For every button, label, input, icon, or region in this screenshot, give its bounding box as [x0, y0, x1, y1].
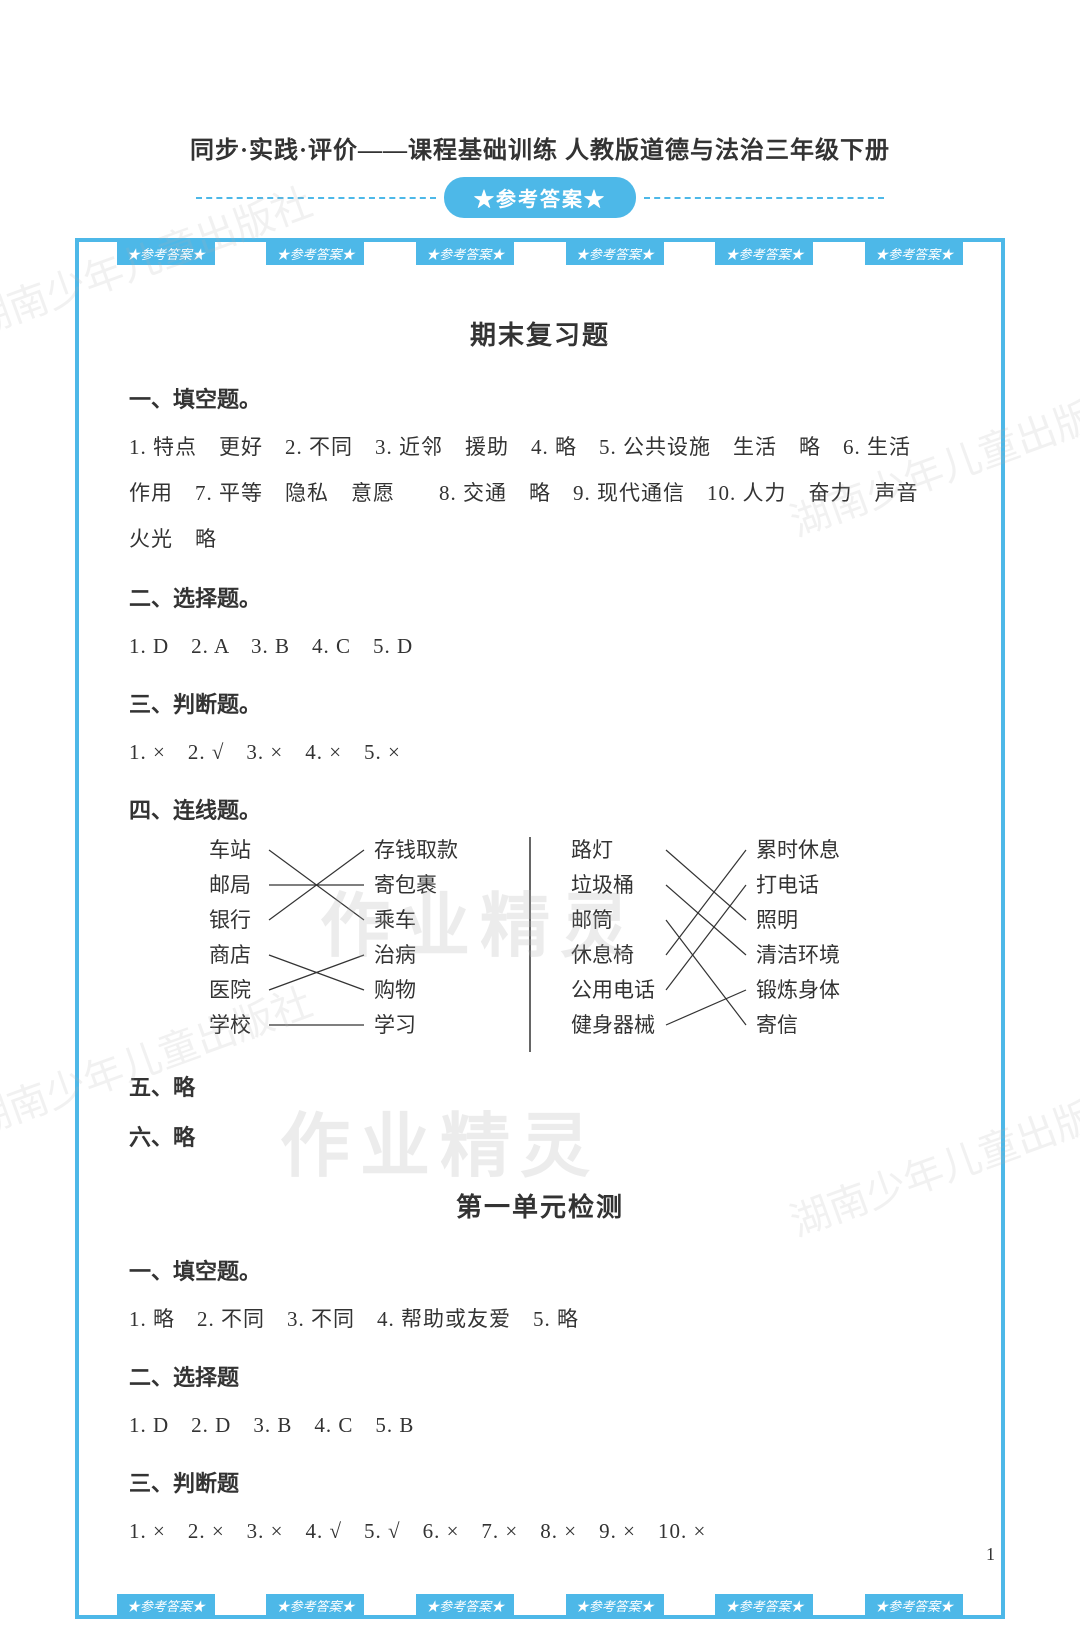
- svg-text:车站: 车站: [209, 838, 251, 862]
- q2-heading: 二、选择题。: [129, 581, 951, 613]
- content-frame: ★参考答案★ ★参考答案★ ★参考答案★ ★参考答案★ ★参考答案★ ★参考答案…: [75, 238, 1005, 1619]
- svg-text:商店: 商店: [209, 943, 251, 967]
- svg-text:公用电话: 公用电话: [571, 978, 655, 1002]
- q1-heading: 一、填空题。: [129, 382, 951, 414]
- page-title: 同步·实践·评价——课程基础训练 人教版道德与法治三年级下册: [0, 130, 1080, 165]
- strip-label: ★参考答案★: [715, 1594, 813, 1617]
- s2q1-line: 1. 略 2. 不同 3. 不同 4. 帮助或友爱 5. 略: [129, 1296, 951, 1342]
- s2q2-heading: 二、选择题: [129, 1360, 951, 1392]
- svg-text:存钱取款: 存钱取款: [374, 838, 458, 862]
- matching-area: 车站邮局银行商店医院学校 存钱取款寄包裹乘车治病购物学习 路灯垃圾桶邮筒休息椅公用…: [129, 837, 951, 1052]
- s2q3-line: 1. × 2. × 3. × 4. √ 5. √ 6. × 7. × 8. × …: [129, 1508, 951, 1554]
- q1-line: 作用 7. 平等 隐私 意愿 8. 交通 略 9. 现代通信 10. 人力 奋力…: [129, 470, 951, 516]
- strip-label: ★参考答案★: [266, 242, 364, 265]
- svg-text:打电话: 打电话: [756, 873, 819, 897]
- svg-text:锻炼身体: 锻炼身体: [756, 978, 840, 1002]
- svg-text:寄信: 寄信: [756, 1013, 798, 1037]
- s2q1-heading: 一、填空题。: [129, 1254, 951, 1286]
- strip-label: ★参考答案★: [566, 1594, 664, 1617]
- match-left-svg: 车站邮局银行商店医院学校 存钱取款寄包裹乘车治病购物学习: [199, 837, 499, 1052]
- section1-title: 期末复习题: [129, 315, 951, 352]
- svg-text:休息椅: 休息椅: [571, 943, 634, 967]
- strip-label: ★参考答案★: [266, 1594, 364, 1617]
- match-divider: [529, 837, 531, 1052]
- strip-label: ★参考答案★: [416, 242, 514, 265]
- q3-heading: 三、判断题。: [129, 687, 951, 719]
- q2-line: 1. D 2. A 3. B 4. C 5. D: [129, 623, 951, 669]
- q4-heading: 四、连线题。: [129, 793, 951, 825]
- q6-heading: 六、略: [129, 1120, 951, 1152]
- strip-label: ★参考答案★: [117, 242, 215, 265]
- page-number: 1: [986, 1544, 995, 1565]
- q1-line: 火光 略: [129, 516, 951, 562]
- strip-label: ★参考答案★: [416, 1594, 514, 1617]
- svg-text:健身器械: 健身器械: [571, 1013, 655, 1037]
- strip-label: ★参考答案★: [865, 242, 963, 265]
- answer-banner: ★参考答案★: [0, 177, 1080, 218]
- svg-text:医院: 医院: [209, 978, 251, 1002]
- svg-text:累时休息: 累时休息: [756, 838, 840, 862]
- svg-text:治病: 治病: [374, 943, 416, 967]
- svg-text:邮筒: 邮筒: [571, 908, 613, 932]
- content-inner: 期末复习题 一、填空题。 1. 特点 更好 2. 不同 3. 近邻 援助 4. …: [79, 265, 1001, 1615]
- svg-text:银行: 银行: [209, 908, 251, 932]
- s2q3-heading: 三、判断题: [129, 1466, 951, 1498]
- strip-label: ★参考答案★: [865, 1594, 963, 1617]
- dashed-left: [196, 197, 436, 199]
- strip-label: ★参考答案★: [715, 242, 813, 265]
- bottom-strip: ★参考答案★ ★参考答案★ ★参考答案★ ★参考答案★ ★参考答案★ ★参考答案…: [79, 1594, 1001, 1617]
- svg-text:购物: 购物: [374, 978, 416, 1002]
- svg-text:邮局: 邮局: [209, 873, 251, 897]
- top-strip: ★参考答案★ ★参考答案★ ★参考答案★ ★参考答案★ ★参考答案★ ★参考答案…: [79, 242, 1001, 265]
- svg-text:乘车: 乘车: [374, 908, 416, 932]
- banner-pill: ★参考答案★: [444, 177, 636, 218]
- dashed-right: [644, 197, 884, 199]
- match-right-svg: 路灯垃圾桶邮筒休息椅公用电话健身器械 累时休息打电话照明清洁环境锻炼身体寄信: [561, 837, 881, 1052]
- section2-title: 第一单元检测: [129, 1187, 951, 1224]
- strip-label: ★参考答案★: [566, 242, 664, 265]
- svg-text:学校: 学校: [209, 1013, 251, 1037]
- svg-text:清洁环境: 清洁环境: [756, 943, 840, 967]
- svg-text:学习: 学习: [374, 1013, 416, 1037]
- svg-text:垃圾桶: 垃圾桶: [571, 873, 634, 897]
- svg-text:照明: 照明: [756, 908, 798, 932]
- q5-heading: 五、略: [129, 1070, 951, 1102]
- q3-line: 1. × 2. √ 3. × 4. × 5. ×: [129, 729, 951, 775]
- svg-text:寄包裹: 寄包裹: [374, 873, 437, 897]
- s2q2-line: 1. D 2. D 3. B 4. C 5. B: [129, 1402, 951, 1448]
- strip-label: ★参考答案★: [117, 1594, 215, 1617]
- q1-line: 1. 特点 更好 2. 不同 3. 近邻 援助 4. 略 5. 公共设施 生活 …: [129, 424, 951, 470]
- svg-text:路灯: 路灯: [571, 838, 613, 862]
